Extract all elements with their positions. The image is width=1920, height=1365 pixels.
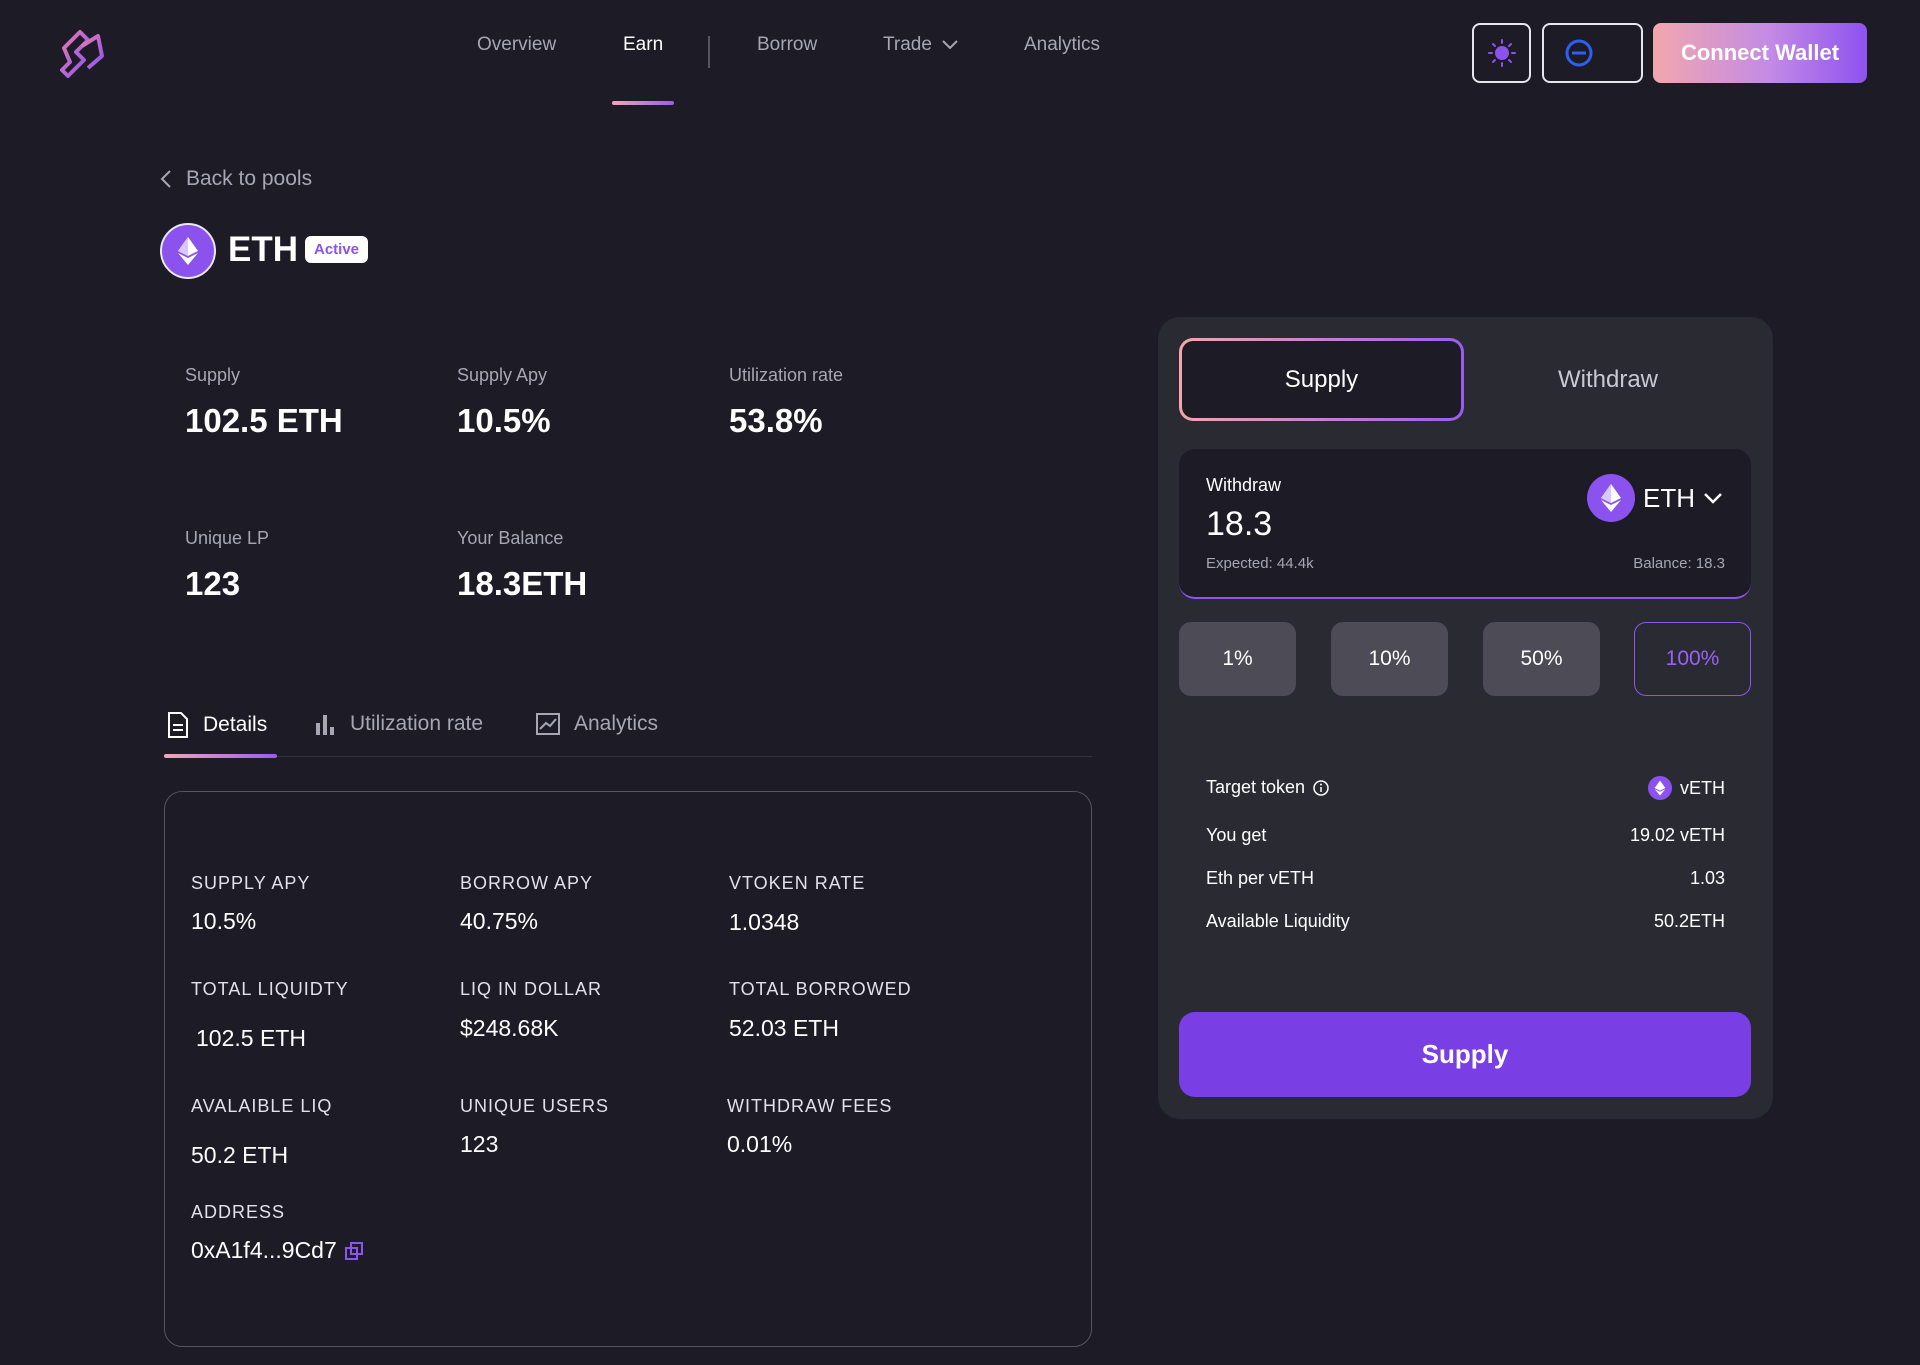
available-liquidity-value: 50.2ETH bbox=[1653, 911, 1725, 931]
balance-text: Balance: 18.3 bbox=[1633, 555, 1725, 572]
stat-label-balance: Your Balance bbox=[457, 528, 564, 548]
nav-borrow[interactable]: Borrow bbox=[757, 34, 818, 55]
available-liquidity-label: Available Liquidity bbox=[1206, 911, 1350, 931]
detail-value-vtoken-rate: 1.0348 bbox=[729, 909, 800, 935]
target-token-row: Target token bbox=[1206, 777, 1329, 798]
panel-tab-supply[interactable]: Supply bbox=[1179, 338, 1464, 421]
target-token-label: Target token bbox=[1206, 777, 1306, 797]
nav-trade[interactable]: Trade bbox=[883, 34, 958, 56]
detail-value-supply-apy: 10.5% bbox=[191, 908, 257, 934]
connect-wallet-button[interactable]: Connect Wallet bbox=[1653, 23, 1867, 83]
tab-details[interactable]: Details bbox=[167, 712, 267, 738]
tab-analytics[interactable]: Analytics bbox=[536, 712, 658, 736]
tab-analytics-label: Analytics bbox=[574, 712, 659, 735]
stat-value-supply-apy: 10.5% bbox=[457, 402, 551, 439]
target-token-value: vETH bbox=[1680, 777, 1725, 798]
details-card bbox=[164, 791, 1092, 1347]
panel-tab-withdraw[interactable]: Withdraw bbox=[1557, 365, 1659, 393]
percent-button-100[interactable]: 100% bbox=[1634, 622, 1751, 696]
address-row: 0xA1f4...9Cd7 bbox=[191, 1237, 363, 1264]
detail-label-total-borrowed: TOTAL BORROWED bbox=[729, 979, 912, 999]
stat-value-unique-lp: 123 bbox=[185, 565, 241, 602]
chevron-down-icon bbox=[1704, 493, 1722, 504]
chevron-down-icon bbox=[942, 40, 958, 50]
detail-label-borrow-apy: BORROW APY bbox=[460, 873, 594, 893]
back-label: Back to pools bbox=[186, 167, 313, 190]
tab-details-label: Details bbox=[203, 713, 268, 736]
detail-label-available-liq: AVALAIBLE LIQ bbox=[191, 1096, 333, 1116]
detail-value-unique-users: 123 bbox=[460, 1131, 499, 1157]
token-symbol: ETH bbox=[1643, 482, 1695, 513]
nav-trade-label: Trade bbox=[883, 34, 932, 55]
detail-value-liq-dollar: $248.68K bbox=[460, 1015, 559, 1041]
stat-label-utilization: Utilization rate bbox=[729, 365, 844, 385]
app-logo[interactable] bbox=[58, 28, 106, 78]
amount-input-box bbox=[1179, 449, 1751, 599]
stat-label-supply: Supply bbox=[185, 365, 241, 385]
nav-overview[interactable]: Overview bbox=[477, 34, 557, 55]
eth-per-veth-label: Eth per vETH bbox=[1206, 868, 1315, 888]
detail-label-vtoken-rate: VTOKEN RATE bbox=[729, 873, 866, 893]
detail-value-total-borrowed: 52.03 ETH bbox=[729, 1015, 839, 1041]
stat-value-supply: 102.5 ETH bbox=[185, 402, 343, 439]
percent-button-50[interactable]: 50% bbox=[1483, 622, 1600, 696]
percent-button-1[interactable]: 1% bbox=[1179, 622, 1296, 696]
document-icon bbox=[168, 712, 188, 738]
network-selector-button[interactable] bbox=[1542, 23, 1643, 83]
info-icon[interactable] bbox=[1313, 779, 1329, 796]
back-to-pools-link[interactable]: Back to pools bbox=[160, 167, 312, 191]
nav-active-indicator bbox=[612, 101, 674, 105]
veth-icon bbox=[1648, 776, 1672, 800]
you-get-label: You get bbox=[1206, 825, 1267, 845]
stat-label-unique-lp: Unique LP bbox=[185, 528, 270, 548]
detail-label-total-liquidity: TOTAL LIQUIDTY bbox=[191, 979, 349, 999]
tab-utilization-rate[interactable]: Utilization rate bbox=[314, 712, 483, 736]
detail-value-total-liquidity: 102.5 ETH bbox=[196, 1025, 306, 1051]
detail-value-withdraw-fees: 0.01% bbox=[727, 1131, 793, 1157]
detail-value-available-liq: 50.2 ETH bbox=[191, 1142, 289, 1168]
eth-icon bbox=[1587, 474, 1635, 522]
network-icon bbox=[1565, 39, 1593, 67]
nav-analytics[interactable]: Analytics bbox=[1024, 34, 1101, 55]
bar-chart-icon bbox=[316, 715, 334, 735]
detail-label-address: ADDRESS bbox=[191, 1202, 286, 1222]
copy-icon[interactable] bbox=[344, 1241, 363, 1260]
expected-amount: Expected: 44.4k bbox=[1206, 555, 1314, 572]
detail-label-supply-apy: SUPPLY APY bbox=[191, 873, 311, 893]
supply-withdraw-panel bbox=[1158, 317, 1773, 1119]
detail-value-borrow-apy: 40.75% bbox=[460, 908, 539, 934]
token-selector[interactable]: ETH bbox=[1587, 474, 1723, 522]
percent-button-10[interactable]: 10% bbox=[1331, 622, 1448, 696]
detail-label-withdraw-fees: WITHDRAW FEES bbox=[727, 1096, 893, 1116]
eth-per-veth-value: 1.03 bbox=[1689, 868, 1725, 888]
tab-divider bbox=[164, 756, 1092, 757]
chevron-left-icon bbox=[160, 170, 171, 188]
stat-value-utilization: 53.8% bbox=[729, 402, 823, 439]
eth-token-icon bbox=[160, 223, 216, 279]
pool-title: ETH bbox=[228, 230, 298, 269]
nav-divider bbox=[708, 36, 710, 68]
detail-label-liq-dollar: LIQ IN DOLLAR bbox=[460, 979, 603, 999]
sun-icon bbox=[1487, 39, 1516, 67]
stat-value-balance: 18.3ETH bbox=[457, 565, 588, 602]
status-badge: Active bbox=[305, 236, 369, 263]
target-token-value-row: vETH bbox=[1600, 776, 1725, 800]
supply-button[interactable]: Supply bbox=[1179, 1012, 1751, 1097]
theme-toggle-button[interactable] bbox=[1472, 23, 1531, 83]
amount-input[interactable]: 18.3 bbox=[1206, 505, 1273, 543]
tab-utilization-label: Utilization rate bbox=[350, 712, 484, 735]
input-label: Withdraw bbox=[1206, 475, 1282, 495]
line-chart-icon bbox=[536, 713, 560, 735]
detail-label-unique-users: UNIQUE USERS bbox=[460, 1096, 610, 1116]
tab-active-indicator bbox=[164, 754, 277, 758]
stat-label-supply-apy: Supply Apy bbox=[457, 365, 548, 385]
nav-earn[interactable]: Earn bbox=[623, 34, 664, 55]
detail-value-address: 0xA1f4...9Cd7 bbox=[191, 1237, 337, 1263]
you-get-value: 19.02 vETH bbox=[1629, 825, 1725, 845]
